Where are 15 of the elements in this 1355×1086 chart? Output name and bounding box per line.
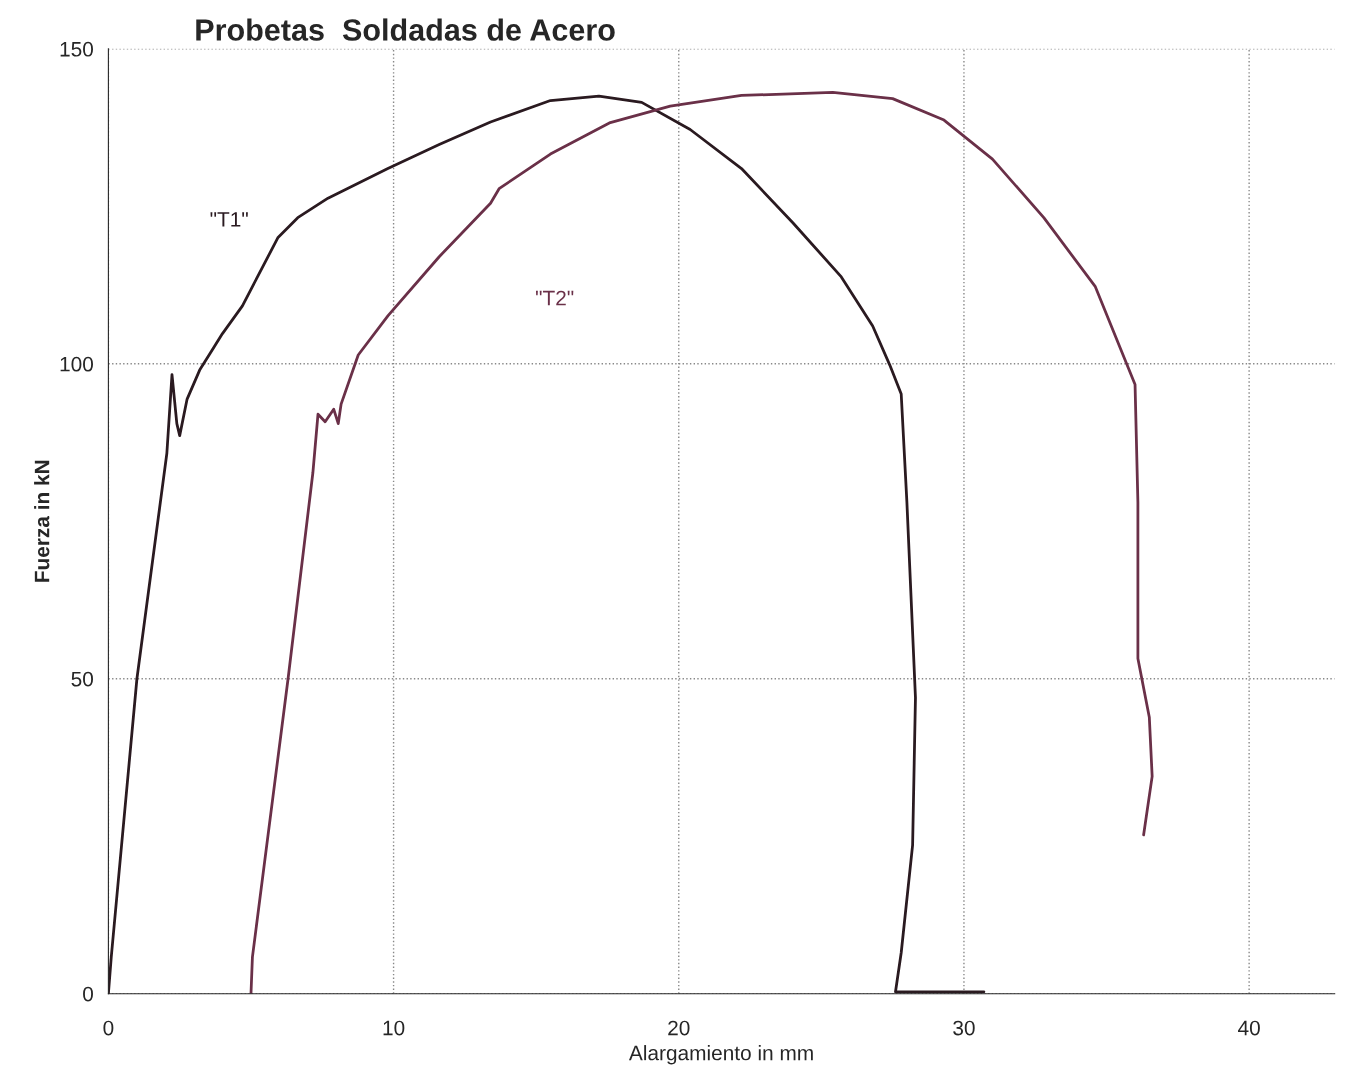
x-tick-label: 10 (383, 1020, 405, 1036)
text: "T2" (535, 290, 574, 306)
x-tick-label: 0 (103, 1020, 114, 1036)
y-tick-label: 0 (83, 986, 93, 1002)
x-tick-label: 40 (1238, 1020, 1260, 1036)
y-tick-label: 50 (71, 671, 93, 687)
y-tick-label: 150 (60, 41, 94, 57)
chart-title: Probetas Soldadas de Acero (196, 18, 615, 41)
y-tick-label: 100 (60, 356, 94, 372)
x-tick-label: 30 (953, 1020, 975, 1036)
x-tick-label: 20 (668, 1020, 690, 1036)
x-axis-title: Alargamiento in mm (628, 1045, 813, 1065)
line-series (249, 90, 1154, 994)
y-axis-title: Fuerza in kN (34, 460, 50, 582)
series-label: "T1" (210, 212, 248, 227)
